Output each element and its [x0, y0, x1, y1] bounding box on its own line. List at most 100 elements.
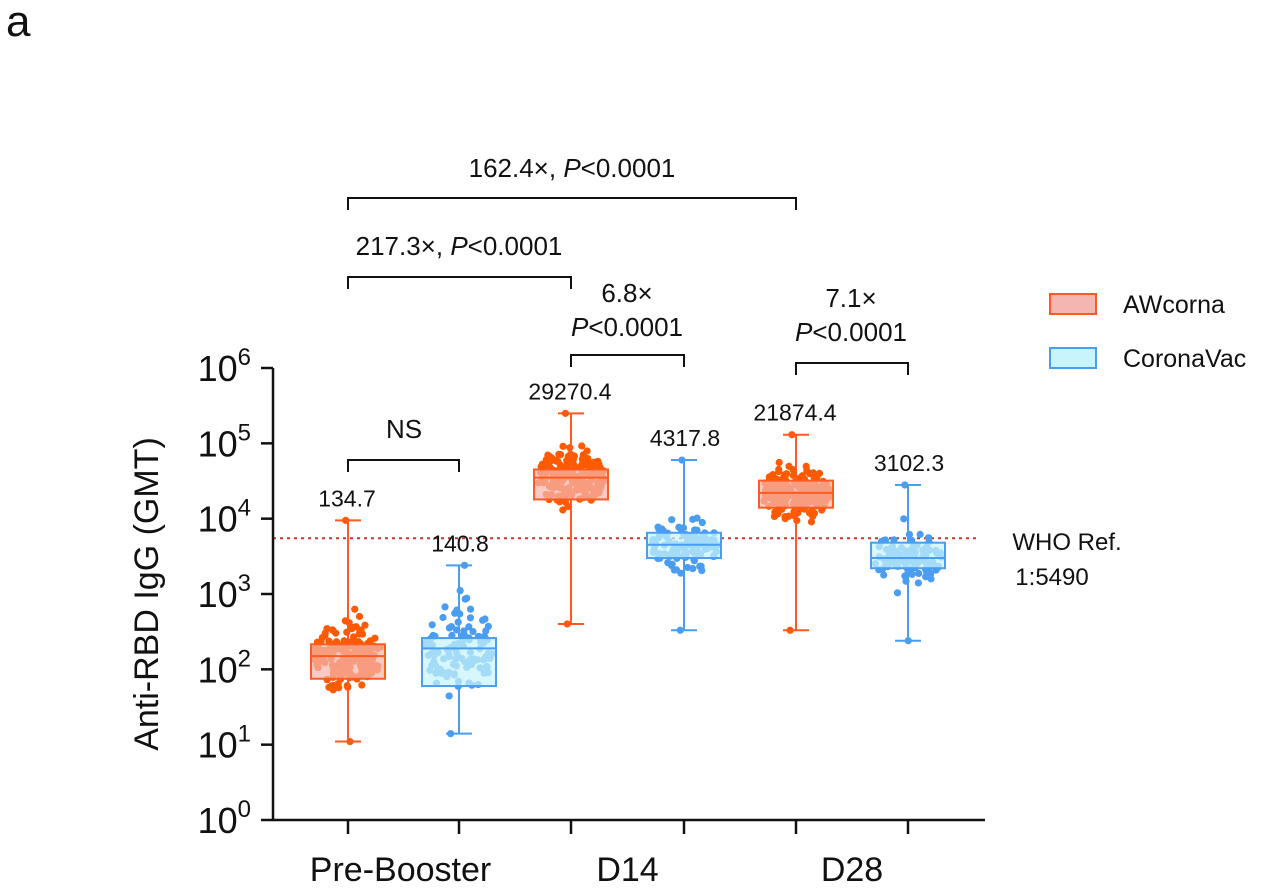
- comparison-bracket: [347, 197, 797, 210]
- data-point: [798, 472, 807, 480]
- comparison-label: 217.3×, P<0.0001: [356, 231, 563, 261]
- data-point: [584, 454, 592, 463]
- data-point: [668, 560, 676, 568]
- data-point: [668, 516, 676, 524]
- data-point: [328, 626, 337, 634]
- data-point: [544, 451, 552, 459]
- data-point: [323, 625, 331, 633]
- data-point: [461, 595, 469, 603]
- panel-label: a: [6, 0, 31, 46]
- y-tick-label: 104: [198, 495, 251, 540]
- data-point: [351, 605, 359, 613]
- data-point: [698, 566, 706, 575]
- gmt-label: 4317.8: [650, 425, 720, 451]
- data-point: [579, 459, 587, 467]
- y-axis-title: Anti-RBD IgG (GMT): [128, 437, 166, 751]
- data-point: [559, 442, 567, 450]
- data-point: [352, 623, 360, 631]
- data-point: [559, 506, 567, 514]
- data-point: [658, 525, 666, 533]
- iqr-box: [758, 479, 834, 509]
- data-point: [802, 462, 810, 470]
- data-point: [922, 567, 931, 576]
- comparison-label: 162.4×, P<0.0001: [469, 153, 676, 183]
- data-point: [555, 450, 563, 458]
- data-point: [781, 513, 789, 521]
- comparison-bracket: [570, 354, 685, 367]
- y-tick-label: 103: [198, 570, 251, 615]
- y-tick-label: 106: [198, 344, 251, 389]
- data-point: [893, 589, 902, 597]
- legend-label: CoronaVac: [1123, 345, 1246, 373]
- data-point: [915, 569, 923, 578]
- data-point: [693, 514, 701, 522]
- data-point: [547, 456, 555, 465]
- iqr-box: [421, 637, 497, 688]
- gmt-label: 134.7: [318, 485, 376, 511]
- y-tick-label: 105: [198, 419, 251, 464]
- comparison-p-label: P<0.0001: [795, 317, 907, 347]
- data-point: [456, 586, 464, 595]
- data-point: [698, 518, 706, 527]
- data-point: [563, 458, 572, 466]
- data-point: [355, 612, 364, 621]
- data-point: [361, 621, 369, 629]
- data-point: [466, 614, 475, 622]
- gmt-label: 140.8: [431, 530, 489, 556]
- gmt-label: 21874.4: [753, 400, 836, 426]
- comparison-bracket: [347, 459, 460, 472]
- data-point: [358, 681, 366, 689]
- data-point: [916, 530, 924, 538]
- data-point: [566, 444, 574, 452]
- y-tick-label: 101: [198, 721, 251, 766]
- data-point: [809, 512, 817, 520]
- data-point: [451, 609, 459, 617]
- comparison-fold-label: 6.8×: [601, 278, 652, 308]
- data-point: [914, 579, 923, 587]
- data-point: [908, 570, 916, 578]
- data-point: [672, 566, 681, 574]
- iqr-box: [870, 541, 946, 570]
- comparisons-group: 162.4×, P<0.0001 217.3×, P<0.0001 6.8× P<0.…: [347, 153, 909, 472]
- who-reference-label: WHO Ref.: [1012, 529, 1121, 556]
- data-point: [445, 692, 453, 700]
- comparison-bracket: [795, 362, 909, 375]
- boxes-group: [310, 412, 946, 743]
- data-point: [583, 447, 591, 455]
- iqr-box: [310, 643, 386, 680]
- reference-line-group: WHO Ref. 1:5490: [273, 529, 1122, 591]
- data-point: [578, 442, 586, 450]
- data-point: [775, 465, 783, 473]
- axes-group: 100 101 102 103 104 105 106 Pre-Booster D14 D28 An…: [128, 344, 985, 888]
- data-point: [538, 460, 546, 468]
- comparison-p-label: P<0.0001: [571, 312, 683, 342]
- gmt-label: 29270.4: [528, 378, 611, 404]
- x-category-label: D28: [821, 851, 883, 888]
- comparison-bracket: [347, 276, 572, 289]
- legend-label: AWcorna: [1123, 291, 1225, 319]
- data-point: [469, 627, 477, 636]
- gmt-label: 3102.3: [874, 450, 944, 476]
- data-point: [329, 681, 337, 689]
- data-point: [441, 603, 449, 611]
- data-point: [807, 518, 816, 526]
- comparison-label: NS: [386, 414, 422, 444]
- data-point: [460, 627, 468, 635]
- data-point: [371, 634, 379, 642]
- data-point: [689, 565, 697, 573]
- data-point: [900, 515, 908, 523]
- who-reference-value: 1:5490: [1015, 564, 1088, 591]
- data-point: [465, 623, 473, 631]
- x-category-label: Pre-Booster: [310, 851, 491, 888]
- x-category-label: D14: [596, 851, 658, 888]
- data-point: [785, 462, 793, 470]
- gmt-labels-group: 134.7 140.8 29270.4 4317.8 21874.4 3102.3: [318, 378, 944, 556]
- data-point: [445, 624, 453, 632]
- legend-swatch: [1049, 347, 1097, 369]
- data-point: [479, 616, 487, 624]
- legend-swatch: [1049, 293, 1097, 315]
- data-point: [439, 613, 447, 622]
- data-point: [808, 507, 816, 515]
- iqr-box: [533, 468, 609, 501]
